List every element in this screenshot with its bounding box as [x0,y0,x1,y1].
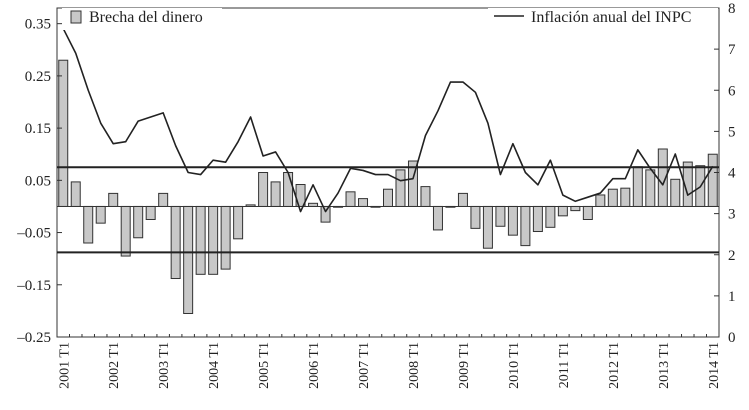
bar [258,172,269,207]
x-tick-label: 2010 T1 [507,342,522,389]
legend-bar-label: Brecha del dinero [89,9,203,26]
x-tick-label: 2006 T1 [307,342,322,389]
bar [607,188,618,207]
x-tick-label: 2005 T1 [257,342,272,389]
bar [532,205,543,233]
bar [470,205,481,229]
left-tick-label: 0.15 [25,121,51,137]
bar [432,205,443,231]
left-tick-label: –0.25 [16,330,51,346]
legend: Brecha del dinero Inflación anual del IN… [62,8,718,30]
bar [320,205,331,223]
legend-line-label: Inflación anual del INPC [531,9,691,26]
bar [457,192,468,207]
plot-frame [56,7,720,338]
bars-group [57,59,719,314]
bar [233,205,244,240]
bar [158,192,169,207]
bar [632,166,643,207]
bar [83,205,94,244]
x-tick-label: 2012 T1 [607,342,622,389]
left-tick-label: 0.35 [25,17,51,33]
x-tick-label: 2009 T1 [457,342,472,389]
x-tick-label: 2008 T1 [407,342,422,389]
inflation-line [62,28,714,213]
right-tick-label: 4 [728,166,736,182]
bar [358,198,369,207]
right-tick-label: 6 [728,83,736,99]
bar [283,172,294,207]
reference-lines-group [57,166,719,254]
bar [120,205,131,257]
right-tick-label: 5 [728,124,736,140]
bar [557,205,568,217]
right-tick-label: 3 [728,207,736,223]
bar [420,186,431,207]
bar [670,178,681,207]
bar [95,205,106,224]
line-group [62,28,714,213]
bar [620,187,631,207]
bar [482,205,493,249]
x-tick-label: 2007 T1 [357,342,372,389]
legend-bar-swatch [70,10,82,24]
legend-left-box [62,8,222,30]
bar [220,205,231,270]
bar [495,205,506,227]
left-tick-label: 0.05 [25,173,51,189]
legend-right-box [488,8,718,30]
right-tick-label: 1 [728,289,736,305]
x-tick-label: 2003 T1 [157,342,172,389]
bar [195,205,206,275]
right-tick-label: 7 [728,42,736,58]
bar [520,205,531,247]
right-axis: 8 7 6 5 4 3 2 1 0 [714,1,736,346]
x-axis: 2001 T1 2002 T1 2003 T1 2004 T1 2005 T1 2006 … [56,334,722,389]
right-tick-label: 0 [728,330,736,346]
bar [133,205,144,239]
left-tick-label: –0.05 [16,226,51,242]
bar [545,205,556,228]
left-tick-label: 0.25 [25,69,51,85]
bar [145,205,156,221]
bar [70,181,81,207]
bar [208,205,219,275]
bar [582,205,593,221]
x-tick-label: 2001 T1 [57,342,72,389]
x-tick-label: 2014 T1 [707,342,722,389]
bar [645,169,656,207]
left-axis: 0.35 0.25 0.15 0.05 –0.05 –0.15 –0.25 [16,17,62,346]
bar [170,205,181,280]
x-tick-label: 2011 T1 [557,342,572,388]
bar [595,194,606,207]
bar [108,192,119,207]
bar [183,205,194,314]
x-tick-label: 2002 T1 [107,342,122,389]
left-tick-label: –0.15 [16,278,51,294]
bar [395,169,406,207]
bar [58,59,69,207]
x-tick-label: 2004 T1 [207,342,222,389]
right-tick-label: 8 [728,1,736,17]
bar [383,188,393,207]
bar [507,205,518,236]
bar [270,181,281,207]
bar [707,153,718,207]
bar [345,191,356,207]
x-tick-label: 2013 T1 [657,342,672,389]
bar [570,205,581,212]
right-tick-label: 2 [728,248,736,264]
